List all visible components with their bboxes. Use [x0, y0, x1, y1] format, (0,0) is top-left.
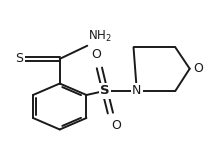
Text: S: S: [100, 84, 110, 97]
Text: O: O: [111, 119, 121, 132]
Text: O: O: [193, 62, 203, 75]
Text: N: N: [132, 84, 142, 97]
Text: S: S: [15, 52, 23, 65]
Text: NH$_2$: NH$_2$: [88, 29, 112, 44]
Text: O: O: [91, 48, 101, 61]
